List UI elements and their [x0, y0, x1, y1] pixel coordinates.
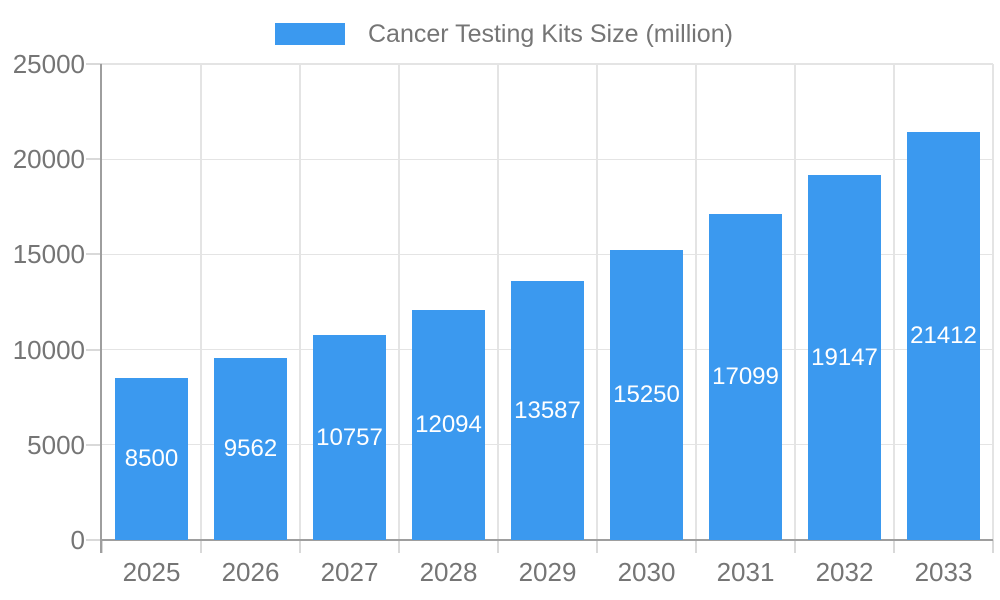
y-axis-tick [86, 63, 102, 65]
bar[interactable]: 15250 [610, 250, 683, 540]
y-axis-tick-label: 25000 [12, 49, 85, 79]
y-axis-tick-label: 10000 [12, 334, 85, 365]
x-axis-tick [893, 540, 895, 553]
x-axis-tick [794, 540, 796, 553]
legend-item[interactable]: Cancer Testing Kits Size (million) [275, 20, 733, 48]
x-gridline [893, 64, 895, 540]
x-gridline [200, 64, 202, 540]
bar-value-label: 21412 [910, 322, 977, 349]
x-gridline [794, 64, 796, 540]
x-axis-tick-label: 2027 [320, 557, 379, 587]
y-axis-tick-label: 20000 [12, 144, 85, 175]
y-axis-tick [86, 539, 102, 541]
y-axis-tick-label: 5000 [27, 429, 85, 460]
x-axis-tick-label: 2030 [617, 557, 676, 587]
x-axis-tick [101, 540, 103, 553]
x-gridline [299, 64, 301, 540]
x-axis-line [100, 539, 993, 541]
x-axis-tick [695, 540, 697, 553]
x-axis-tick [596, 540, 598, 553]
x-axis-tick [398, 540, 400, 553]
x-gridline [596, 64, 598, 540]
bar[interactable]: 13587 [511, 281, 584, 540]
y-axis-tick [86, 253, 102, 256]
x-gridline [695, 64, 697, 540]
y-axis-tick-label: 15000 [12, 239, 85, 270]
bar[interactable]: 17099 [709, 214, 782, 540]
x-gridline [497, 64, 499, 540]
x-axis-tick [497, 540, 499, 553]
y-axis-tick [86, 443, 102, 446]
legend-label: Cancer Testing Kits Size (million) [368, 20, 733, 48]
bar-value-label: 8500 [124, 445, 179, 472]
x-gridline [398, 64, 400, 540]
bar[interactable]: 10757 [313, 335, 386, 540]
x-axis-tick-label: 2029 [518, 557, 577, 587]
y-gridline [102, 158, 993, 160]
bar-value-label: 15250 [613, 381, 680, 408]
x-axis-tick [299, 540, 301, 553]
x-axis-tick [992, 540, 994, 553]
bar[interactable]: 21412 [907, 132, 980, 540]
y-axis-tick-label: 0 [70, 525, 85, 555]
bar-value-label: 10757 [316, 423, 383, 451]
bar[interactable]: 19147 [808, 175, 881, 540]
bar[interactable]: 12094 [412, 310, 485, 540]
y-axis-tick [86, 348, 102, 351]
x-axis-tick-label: 2033 [914, 557, 973, 587]
x-axis-tick-label: 2025 [122, 557, 181, 587]
bar-value-label: 12094 [415, 411, 482, 438]
bar-value-label: 9562 [223, 435, 278, 462]
bar[interactable]: 8500 [115, 378, 188, 540]
y-axis-tick [86, 158, 102, 161]
x-gridline [992, 64, 994, 540]
legend-swatch [275, 23, 345, 45]
bar-value-label: 13587 [514, 396, 581, 424]
x-axis-tick [200, 540, 202, 553]
y-gridline [102, 63, 993, 65]
x-axis-tick-label: 2032 [815, 557, 874, 587]
bar[interactable]: 9562 [214, 358, 287, 540]
bar-value-label: 17099 [712, 363, 779, 390]
x-axis-tick-label: 2031 [716, 557, 775, 587]
y-axis-line [100, 64, 102, 553]
x-axis-tick-label: 2026 [221, 557, 280, 587]
bar-value-label: 19147 [811, 343, 878, 371]
y-gridline [102, 253, 993, 256]
x-axis-tick-label: 2028 [419, 557, 478, 587]
